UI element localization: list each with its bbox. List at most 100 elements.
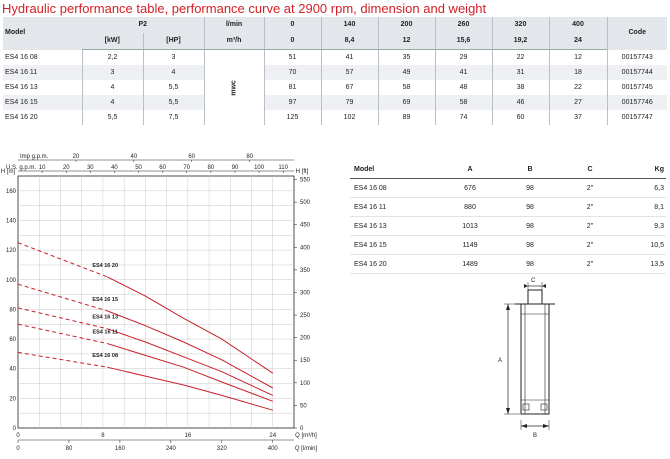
hp-header: [HP] (142, 33, 204, 50)
x-top-imp-tick-label: 80 (246, 154, 253, 160)
perf-head-value: 22 (491, 49, 549, 65)
y-right-tick-label: 150 (300, 358, 311, 364)
perf-head-value: 51 (263, 49, 321, 65)
x-lmin-tick-label: 240 (166, 446, 177, 452)
dims-b: 98 (500, 216, 560, 236)
y-right-tick-label: 0 (300, 426, 304, 432)
x-tick-label: 8 (101, 433, 105, 439)
y-right-tick-label: 100 (300, 381, 311, 387)
curve-label: ES4 16 15 (92, 297, 118, 303)
perf-hp: 4 (142, 65, 204, 80)
perf-code: 00157745 (606, 80, 667, 95)
x-top-us-axis-label: U.S. g.p.m. (6, 165, 36, 171)
perf-row: ES4 16 08 2,2 3 mwc 51 41 35 29 22 12 00157743 (3, 49, 667, 125)
y-tick-label: 80 (9, 307, 16, 313)
perf-head-value: 48 (434, 80, 492, 95)
dims-row: ES4 16 08 676 98 2" 6,3 (350, 178, 666, 198)
x-tick-label: 0 (16, 433, 20, 439)
y-tick-label: 160 (6, 189, 17, 195)
perf-kw: 4 (81, 95, 143, 110)
dims-header-b: B (500, 160, 560, 179)
dims-model: ES4 16 13 (350, 216, 440, 236)
dims-kg: 8,1 (620, 197, 666, 217)
x-lmin-tick-label: 80 (66, 446, 73, 452)
dimension-label-c: C (531, 278, 536, 284)
kw-header: [kW] (82, 33, 143, 50)
perf-model: ES4 16 11 (3, 65, 82, 80)
perf-head-value: 41 (320, 49, 378, 65)
y-tick-label: 120 (6, 248, 17, 254)
dims-row: ES4 16 11 880 98 2" 8,1 (350, 197, 666, 217)
dims-b: 98 (500, 197, 560, 217)
dims-kg: 6,3 (620, 178, 666, 198)
perf-hp: 5,5 (142, 80, 204, 95)
flow-unit-m3h: m³/h (203, 33, 264, 50)
perf-head-value: 125 (263, 110, 321, 125)
dims-model: ES4 16 08 (350, 178, 440, 198)
dims-header-a: A (440, 160, 500, 179)
dims-kg: 13,5 (620, 254, 666, 274)
curve-es4-16-08 (107, 366, 273, 411)
perf-head-value: 29 (434, 49, 492, 65)
dimension-label-a: A (498, 358, 502, 364)
y-tick-label: 140 (6, 218, 17, 224)
perf-head-value: 35 (377, 49, 435, 65)
code-header: Code (606, 17, 667, 50)
y-tick-label: 20 (9, 396, 16, 402)
x-lmin-tick-label: 0 (16, 446, 20, 452)
curve-es4-16-13 (107, 328, 274, 396)
curve-label: ES4 16 13 (92, 315, 118, 321)
dims-header-c: C (560, 160, 620, 179)
x-top-us-tick-label: 40 (111, 165, 118, 171)
dims-model: ES4 16 15 (350, 235, 440, 255)
perf-row: ES4 16 11 3 4 70 57 49 41 31 18 00157744 (3, 65, 667, 80)
x-lmin-tick-label: 160 (115, 446, 126, 452)
x-top-us-tick-label: 110 (278, 165, 288, 171)
dims-row: ES4 16 13 1013 98 2" 9,3 (350, 216, 666, 236)
perf-kw: 4 (81, 80, 143, 95)
perf-head-value: 79 (320, 95, 378, 110)
dims-a: 1149 (440, 235, 500, 255)
flow-lmin-4: 320 (491, 17, 549, 33)
curve-dashed-segment (17, 351, 108, 368)
perf-head-value: 27 (548, 95, 607, 110)
dims-a: 1013 (440, 216, 500, 236)
curve-es4-16-15 (107, 310, 274, 389)
y-right-tick-label: 450 (300, 223, 311, 229)
y-right-tick-label: 200 (300, 336, 311, 342)
dims-a: 1489 (440, 254, 500, 274)
perf-head-value: 89 (377, 110, 435, 125)
perf-head-value: 60 (491, 110, 549, 125)
perf-kw: 5,5 (81, 110, 143, 125)
perf-head-value: 69 (377, 95, 435, 110)
perf-head-value: 58 (434, 95, 492, 110)
x-top-us-tick-label: 100 (254, 165, 265, 171)
curve-label: ES4 16 08 (92, 353, 118, 359)
y-right-tick-label: 550 (300, 177, 311, 183)
x-top-imp-tick-label: 40 (130, 154, 137, 160)
flow-unit-lmin: l/min (203, 17, 264, 33)
curve-dashed-segment (17, 323, 108, 344)
x-top-imp-tick-label: 20 (73, 154, 80, 160)
perf-row: ES4 16 13 4 5,5 81 67 58 48 38 22 00157745 (3, 80, 667, 95)
perf-kw: 2,2 (81, 49, 143, 65)
curve-es4-16-11 (107, 343, 273, 402)
perf-code: 00157744 (606, 65, 667, 80)
dims-header-kg: Kg (620, 160, 666, 179)
x-axis-label: Q [m³/h] (295, 433, 317, 439)
perf-head-value: 67 (320, 80, 378, 95)
perf-head-value: 41 (434, 65, 492, 80)
perf-head-value: 58 (377, 80, 435, 95)
dims-kg: 9,3 (620, 216, 666, 236)
perf-head-value: 74 (434, 110, 492, 125)
flow-lmin-3: 260 (434, 17, 492, 33)
x-lmin-axis-label: Q [l/min] (295, 446, 318, 452)
x-top-us-tick-label: 90 (232, 165, 239, 171)
x-top-us-tick-label: 60 (159, 165, 166, 171)
flow-lmin-1: 140 (320, 17, 378, 33)
perf-code: 00157743 (606, 49, 667, 65)
perf-head-value: 38 (491, 80, 549, 95)
y-tick-label: 40 (9, 367, 16, 373)
